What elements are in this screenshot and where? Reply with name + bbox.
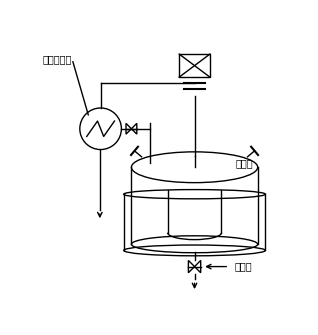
Text: 出料口: 出料口 <box>235 262 252 272</box>
Text: 回流冷却器: 回流冷却器 <box>42 54 72 64</box>
Bar <box>179 54 210 77</box>
Text: 加料口: 加料口 <box>235 158 253 169</box>
